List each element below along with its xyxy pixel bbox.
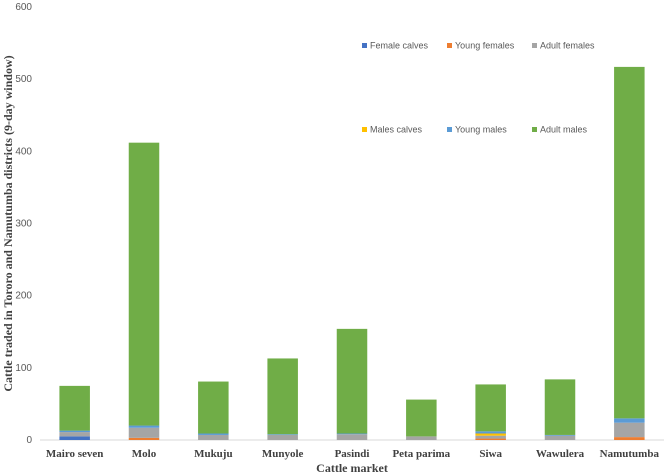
- bar-segment-young-males: [59, 430, 90, 433]
- bar-segment-young-males: [198, 433, 229, 435]
- y-tick-label: 300: [15, 219, 32, 230]
- x-tick-label: Molo: [132, 448, 157, 460]
- bar-segment-adult-females: [475, 435, 506, 439]
- bar-segment-young-females: [614, 437, 645, 440]
- x-tick-label: Wawulera: [536, 448, 585, 460]
- bar-segment-young-males: [128, 425, 160, 428]
- legend-swatch-female-calves: [362, 43, 367, 48]
- bar-segment-adult-females: [336, 434, 368, 440]
- bar-segment-adult-males: [475, 384, 506, 432]
- bar-segment-adult-males: [544, 379, 576, 435]
- bar-segment-adult-females: [614, 422, 645, 438]
- legend-females: Female calves Young females Adult females: [362, 41, 595, 51]
- bar-segment-adult-females: [406, 436, 437, 440]
- legend-males: Males calves Young males Adult males: [362, 125, 588, 135]
- bar-segment-adult-females: [267, 434, 298, 440]
- bar-segment-adult-females: [59, 432, 90, 437]
- legend-label-adult-females: Adult females: [540, 41, 595, 51]
- legend-label-young-males: Young males: [455, 125, 507, 135]
- bar-segment-adult-males: [406, 399, 437, 437]
- y-tick-label: 0: [26, 435, 32, 446]
- legend-swatch-males-calves: [362, 127, 367, 132]
- y-tick-label: 600: [15, 2, 32, 13]
- legend-label-young-females: Young females: [455, 41, 515, 51]
- x-tick-label: Pasindi: [335, 448, 370, 460]
- bar-segment-males-calves: [475, 433, 506, 436]
- bar-segment-adult-males: [336, 328, 368, 434]
- bar-segment-female-calves: [59, 436, 90, 440]
- bar-segment-adult-males: [267, 358, 298, 435]
- bar-segment-young-males: [336, 433, 368, 435]
- y-tick-label: 400: [15, 146, 32, 157]
- y-axis-ticks: 0 100 200 300 400 500 600: [15, 2, 32, 446]
- bar-segment-adult-females: [544, 435, 576, 440]
- y-axis-title: Cattle traded in Tororo and Namutumba di…: [1, 55, 15, 391]
- x-tick-label: Mukuju: [194, 448, 233, 460]
- legend-label-adult-males: Adult males: [540, 125, 588, 135]
- legend-swatch-young-males: [447, 127, 452, 132]
- y-tick-label: 200: [15, 291, 32, 302]
- legend-swatch-adult-females: [532, 43, 537, 48]
- bar-segment-adult-males: [614, 66, 645, 419]
- bar-segment-young-males: [614, 418, 645, 423]
- bar-segment-young-males: [475, 431, 506, 434]
- x-tick-label: Mairo seven: [46, 448, 104, 460]
- legend-swatch-young-females: [447, 43, 452, 48]
- x-tick-label: Namutumba: [600, 448, 660, 460]
- legend-label-males-calves: Males calves: [370, 125, 423, 135]
- x-axis-title: Cattle market: [316, 461, 388, 475]
- y-tick-label: 500: [15, 74, 32, 85]
- bar-segment-young-males: [544, 434, 576, 436]
- x-axis-categories: Mairo seven Molo Mukuju Munyole Pasindi Peta …: [46, 448, 660, 460]
- bar-segment-adult-males: [59, 385, 90, 431]
- bar-segment-young-males: [267, 434, 298, 435]
- bars: [59, 66, 645, 440]
- bar-segment-young-females: [475, 438, 506, 440]
- bar-segment-adult-males: [198, 381, 229, 434]
- x-tick-label: Munyole: [262, 448, 304, 460]
- bar-segment-adult-males: [128, 142, 160, 426]
- bar-segment-adult-females: [198, 434, 229, 440]
- x-tick-label: Siwa: [479, 448, 502, 460]
- legend-swatch-adult-males: [532, 127, 537, 132]
- y-tick-label: 100: [15, 363, 32, 374]
- legend-label-female-calves: Female calves: [370, 41, 429, 51]
- x-tick-label: Peta parima: [392, 448, 450, 460]
- bar-segment-young-females: [128, 437, 160, 440]
- bar-segment-adult-females: [128, 427, 160, 438]
